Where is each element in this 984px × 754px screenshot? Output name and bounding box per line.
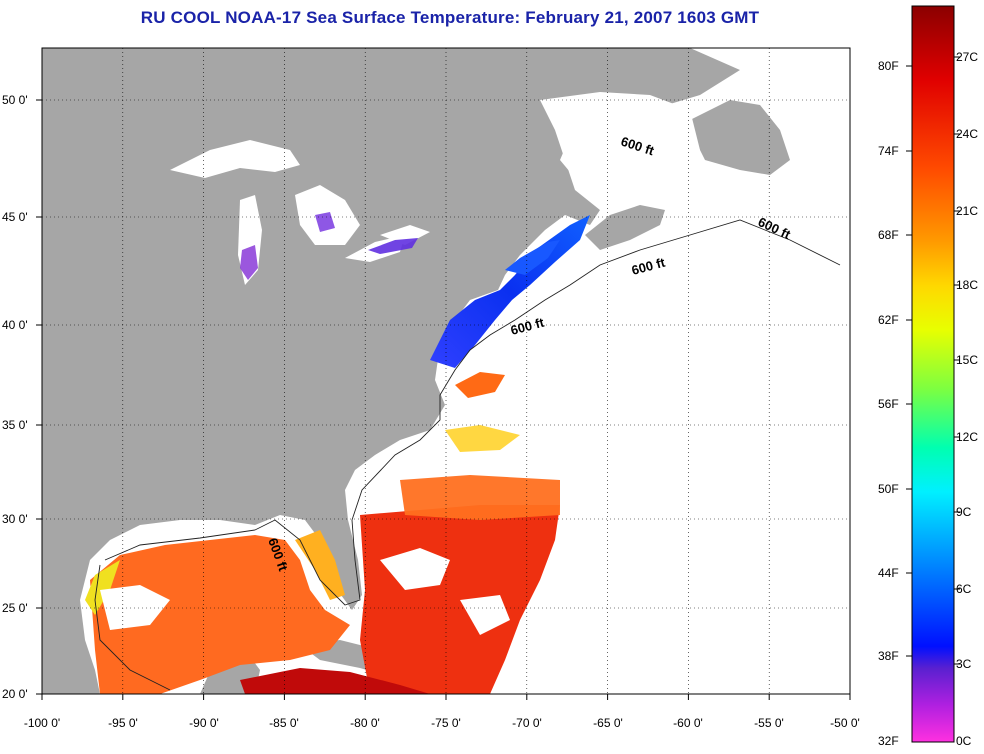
colorbar-label-f: 62F [878,313,899,327]
lake-ontario [380,225,430,245]
colorbar-label-f: 32F [878,734,899,748]
lon-tick-label: -90 0' [189,716,219,730]
lon-tick-label: -65 0' [593,716,623,730]
sst-gulf-of-mexico [90,535,350,694]
colorbar-label-f: 74F [878,144,899,158]
lake-superior [170,140,300,178]
graticule [42,48,850,694]
cloud-cover-1 [100,585,170,630]
isobath-600ft [104,219,841,606]
lon-tick-label: -85 0' [269,716,299,730]
cloud-cover-2 [380,548,450,590]
lon-tick-label: -70 0' [512,716,542,730]
colorbar-label-f: 50F [878,482,899,496]
sst-caribbean [240,668,430,694]
lat-tick-label: 45 0' [2,210,28,224]
colorbar-label-c: 18C [956,278,979,292]
land-north-america [42,48,740,694]
sst-gulf-coast-yellow [85,560,120,615]
colorbar-label-c: 27C [956,50,979,64]
lat-tick-label: 50 0' [2,93,28,107]
lon-tick-label: -50 0' [830,716,860,730]
land-nova-scotia [585,205,665,250]
colorbar-ticks [906,56,960,665]
sst-lake-erie [368,238,418,254]
colorbar-label-f: 56F [878,397,899,411]
colorbar-label-f: 80F [878,59,899,73]
land-newfoundland [690,100,790,175]
lon-tick-label: -100 0' [23,716,61,730]
sst-sargasso-orange [400,475,560,520]
lat-tick-label: 35 0' [2,418,28,432]
colorbar-label-c: 9C [956,505,972,519]
axis-ticks [36,99,851,700]
sst-lake-michigan [240,245,258,280]
map-title: RU COOL NOAA-17 Sea Surface Temperature:… [140,8,760,27]
colorbar-label-c: 15C [956,353,979,367]
sst-cold-maine [505,240,560,275]
lon-tick-label: -95 0' [108,716,138,730]
lat-tick-label: 40 0' [2,318,28,332]
lon-tick-label: -80 0' [350,716,380,730]
lon-tick-label: -55 0' [754,716,784,730]
colorbar-label-c: 6C [956,582,972,596]
cloud-cover-3 [460,595,510,635]
lon-tick-label: -60 0' [673,716,703,730]
lat-tick-label: 30 0' [2,512,28,526]
colorbar-label-f: 68F [878,228,899,242]
lat-tick-label: 20 0' [2,687,28,701]
colorbar-label-c: 3C [956,657,972,671]
colorbar-label-c: 0C [956,734,972,748]
colorbar-label-f: 38F [878,649,899,663]
colorbar-label-c: 21C [956,204,979,218]
lat-tick-label: 25 0' [2,601,28,615]
isobath-600ft-gulf [94,564,171,691]
colorbar-label-c: 24C [956,127,979,141]
colorbar-label-c: 12C [956,430,979,444]
sst-gulf-stream-patch [455,372,505,398]
st-lawrence-gulf [540,92,700,210]
sst-florida-shelf [295,530,345,600]
colorbar-label-f: 44F [878,566,899,580]
lon-tick-label: -75 0' [431,716,461,730]
sst-patchy-yellow [445,425,520,452]
colorbar [911,5,955,743]
